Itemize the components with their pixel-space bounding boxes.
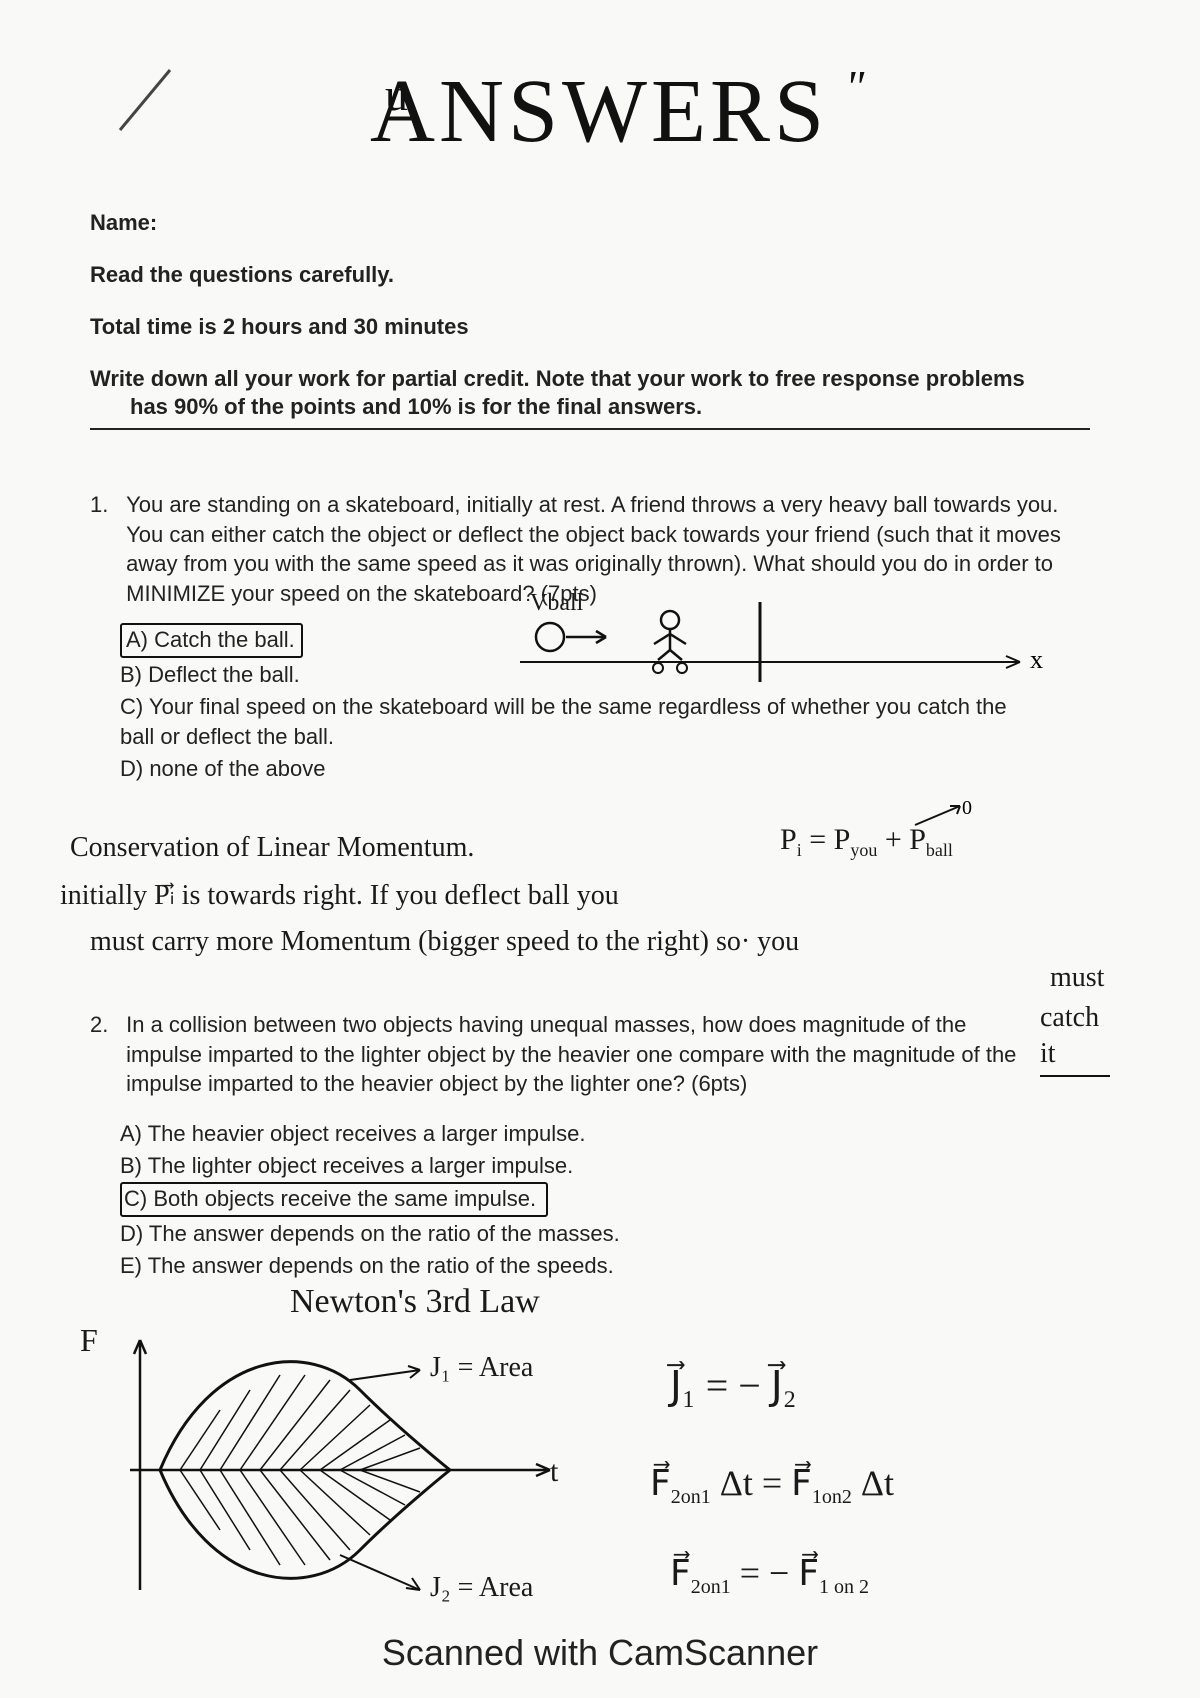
instruction-line-3: Write down all your work for partial cre… xyxy=(90,366,1090,392)
instruction-line-3b: has 90% of the points and 10% is for the… xyxy=(130,394,1090,420)
q1-number: 1. xyxy=(90,490,120,520)
q2-opt-c: C) Both objects receive the same impulse… xyxy=(120,1182,548,1217)
q2-opt-b: B) The lighter object receives a larger … xyxy=(120,1151,1090,1181)
zero-arrow-icon: 0 xyxy=(910,800,990,830)
q1-opt-a: A) Catch the ball. xyxy=(120,623,303,659)
q2-text: In a collision between two objects havin… xyxy=(126,1010,1026,1099)
closequote-mark: " xyxy=(845,60,864,113)
q1-hand-line2: initially Pᵢ⃗ is towards right. If you d… xyxy=(60,878,1120,914)
scan-corner-mark xyxy=(110,60,190,140)
q1-opt-b: B) Deflect the ball. xyxy=(120,660,1090,690)
q2-opt-a: A) The heavier object receives a larger … xyxy=(120,1119,1090,1149)
q1-opt-c: C) Your final speed on the skateboard wi… xyxy=(120,692,1020,751)
name-label: Name: xyxy=(90,210,1090,236)
q1-hand-must: must xyxy=(1050,960,1104,996)
header-divider xyxy=(90,428,1090,430)
q1-opt-d: D) none of the above xyxy=(120,754,1090,784)
q2-hand-title: Newton's 3rd Law xyxy=(290,1280,540,1324)
q2-J1-label: J₁ = Area xyxy=(430,1350,533,1386)
question-2: 2. In a collision between two objects ha… xyxy=(90,1010,1090,1283)
q2-eq-J: J⃗₁ = − J⃗₂ xyxy=(670,1360,797,1412)
q2-eq-F1: F⃗2on1 Δt = F⃗1on2 Δt xyxy=(650,1460,894,1510)
answers-heading: ANSWERS xyxy=(370,60,828,163)
q2-eq-F2: F⃗2on1 = − F⃗1 on 2 xyxy=(670,1550,869,1600)
q2-t-label: t xyxy=(550,1452,558,1491)
q1-text: You are standing on a skateboard, initia… xyxy=(126,490,1066,609)
q2-J2-label: J₂ = Area xyxy=(430,1570,533,1606)
q2-F-label: F xyxy=(80,1320,98,1362)
svg-text:0: 0 xyxy=(962,800,972,819)
instruction-line-2: Total time is 2 hours and 30 minutes xyxy=(90,314,1090,340)
header-block: Name: Read the questions carefully. Tota… xyxy=(90,210,1090,430)
question-1: 1. You are standing on a skateboard, ini… xyxy=(90,490,1090,785)
q1-hand-line3: must carry more Momentum (bigger speed t… xyxy=(90,924,1150,960)
q2-opt-e: E) The answer depends on the ratio of th… xyxy=(120,1251,1090,1281)
q2-number: 2. xyxy=(90,1010,120,1040)
q1-hand-line1: Conservation of Linear Momentum. xyxy=(70,830,770,866)
camscanner-footer: Scanned with CamScanner xyxy=(0,1632,1200,1674)
q2-opt-d: D) The answer depends on the ratio of th… xyxy=(120,1219,1090,1249)
instruction-line-1: Read the questions carefully. xyxy=(90,262,1090,288)
